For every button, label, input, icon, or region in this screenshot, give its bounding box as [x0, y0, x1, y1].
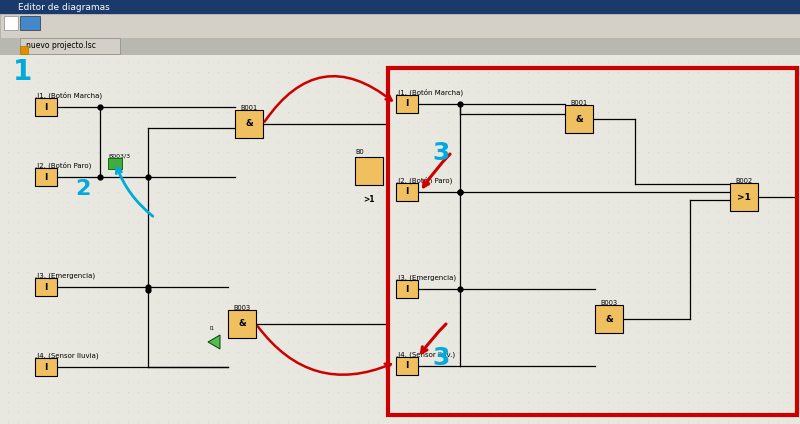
- Text: >1: >1: [363, 195, 374, 204]
- Text: .I3. (Emergencia): .I3. (Emergencia): [396, 274, 456, 281]
- Text: 3: 3: [432, 141, 450, 165]
- Text: I: I: [406, 187, 409, 196]
- Bar: [35, 278, 57, 296]
- Text: .I4. (Sensor lluvia): .I4. (Sensor lluvia): [35, 352, 98, 359]
- Text: B003/3: B003/3: [108, 154, 130, 159]
- Bar: [396, 357, 418, 375]
- Text: I: I: [406, 362, 409, 371]
- Text: 1: 1: [13, 58, 32, 86]
- Bar: [20, 38, 120, 54]
- Bar: [0, 0, 800, 14]
- Text: 3: 3: [432, 346, 450, 370]
- Text: .I1. (Botón Marcha): .I1. (Botón Marcha): [35, 92, 102, 99]
- Text: nuevo projecto.lsc: nuevo projecto.lsc: [26, 42, 96, 50]
- Bar: [0, 55, 800, 424]
- Bar: [595, 305, 623, 333]
- Bar: [228, 310, 256, 338]
- Text: &: &: [245, 120, 253, 128]
- Bar: [388, 68, 797, 415]
- Bar: [396, 95, 418, 113]
- Text: Editor de diagramas: Editor de diagramas: [18, 3, 110, 11]
- Text: I: I: [406, 285, 409, 293]
- Text: B003: B003: [234, 305, 250, 311]
- Bar: [35, 98, 57, 116]
- Text: &: &: [575, 114, 583, 123]
- Bar: [20, 46, 28, 54]
- Bar: [0, 38, 800, 55]
- Bar: [396, 280, 418, 298]
- Text: I: I: [44, 363, 48, 371]
- Text: .I2. (Botón Paro): .I2. (Botón Paro): [35, 162, 91, 169]
- Text: I1: I1: [209, 326, 214, 331]
- Text: B003: B003: [601, 300, 618, 306]
- Bar: [235, 110, 263, 138]
- Text: B001: B001: [241, 105, 258, 111]
- Text: >1: >1: [737, 192, 751, 201]
- Text: I: I: [44, 282, 48, 292]
- Text: I: I: [44, 173, 48, 181]
- Text: .I4. (Sensor Iluv.): .I4. (Sensor Iluv.): [396, 351, 455, 358]
- Bar: [4, 16, 18, 30]
- Text: B001: B001: [570, 100, 587, 106]
- Text: I: I: [44, 103, 48, 112]
- Text: .I1. (Botón Marcha): .I1. (Botón Marcha): [396, 89, 463, 96]
- Text: 2: 2: [75, 179, 90, 199]
- Bar: [565, 105, 593, 133]
- Bar: [35, 168, 57, 186]
- Polygon shape: [208, 335, 220, 349]
- Text: B002: B002: [735, 178, 753, 184]
- Bar: [35, 358, 57, 376]
- Text: .I2. (Botón Paro): .I2. (Botón Paro): [396, 176, 452, 184]
- Bar: [730, 183, 758, 211]
- Text: &: &: [605, 315, 613, 324]
- Bar: [355, 157, 383, 185]
- Bar: [0, 14, 800, 38]
- Text: &: &: [238, 320, 246, 329]
- Bar: [396, 183, 418, 201]
- Text: B0: B0: [355, 149, 364, 155]
- Bar: [20, 16, 40, 30]
- Bar: [108, 158, 122, 169]
- Text: .I3. (Emergencia): .I3. (Emergencia): [35, 273, 95, 279]
- Text: I: I: [406, 100, 409, 109]
